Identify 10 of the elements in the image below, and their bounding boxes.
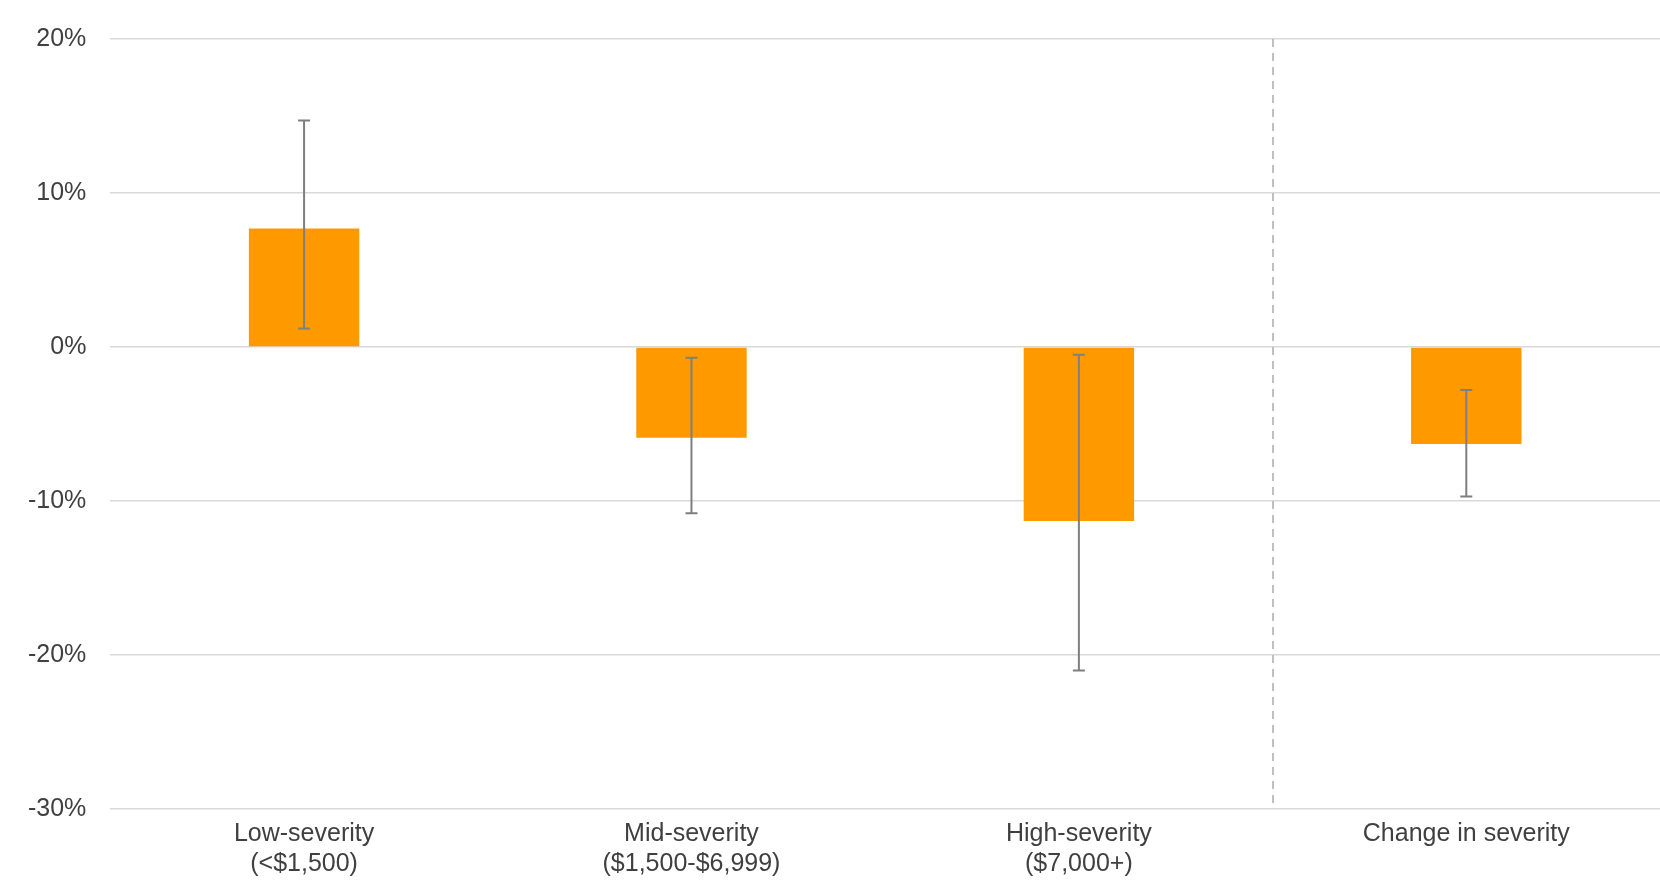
x-tick-label: High-severity ($7,000+) (1005, 817, 1153, 876)
y-tick-label: 20% (36, 22, 87, 51)
y-tick-label: -30% (27, 792, 87, 821)
y-tick-label: 0% (50, 330, 87, 359)
y-tick-label: 10% (36, 176, 87, 205)
y-tick-label: -10% (27, 484, 87, 513)
x-tick-label: Low-severity (<$1,500) (233, 817, 375, 876)
x-tick-label: Change in severity (1362, 817, 1571, 846)
x-tick-label: Mid-severity ($1,500-$6,999) (602, 817, 781, 876)
y-tick-label: -20% (27, 638, 87, 667)
